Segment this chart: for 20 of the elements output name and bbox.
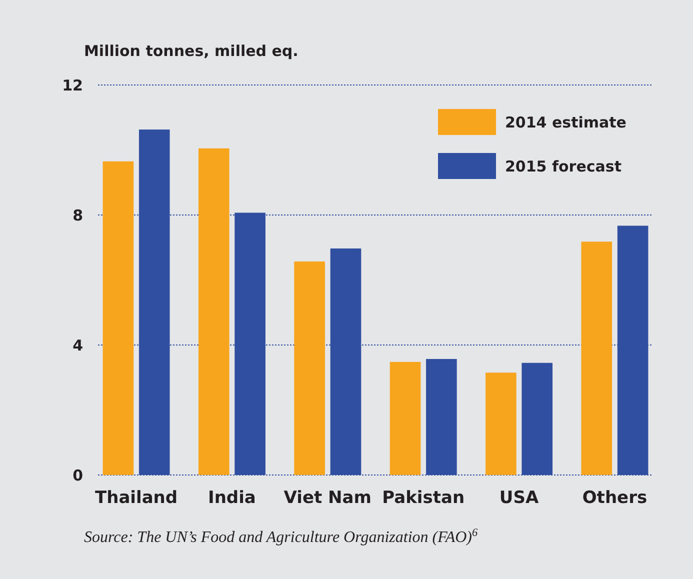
y-axis-title: Million tonnes, milled eq. (84, 42, 298, 60)
legend-label: 2015 forecast (505, 157, 622, 176)
x-tick-label: Thailand (94, 488, 178, 508)
legend-label: 2014 estimate (505, 113, 626, 132)
y-tick-label: 4 (72, 336, 83, 354)
bar (294, 261, 325, 475)
y-tick-label: 0 (72, 466, 83, 484)
x-tick-label: Others (582, 488, 648, 508)
bar (198, 148, 230, 475)
x-tick-label: USA (499, 488, 540, 508)
bar (102, 161, 134, 475)
x-tick-label: Viet Nam (284, 488, 372, 508)
y-tick-label: 8 (72, 206, 83, 224)
x-tick-label: India (208, 488, 256, 508)
y-tick-label: 12 (62, 76, 83, 94)
bar (390, 362, 421, 475)
x-tick-label: Pakistan (382, 488, 465, 508)
source-note: Source: The UN’s Food and Agriculture Organization (FAO)$^{6}$ (84, 527, 478, 546)
bar (486, 372, 516, 475)
bar (581, 242, 612, 475)
